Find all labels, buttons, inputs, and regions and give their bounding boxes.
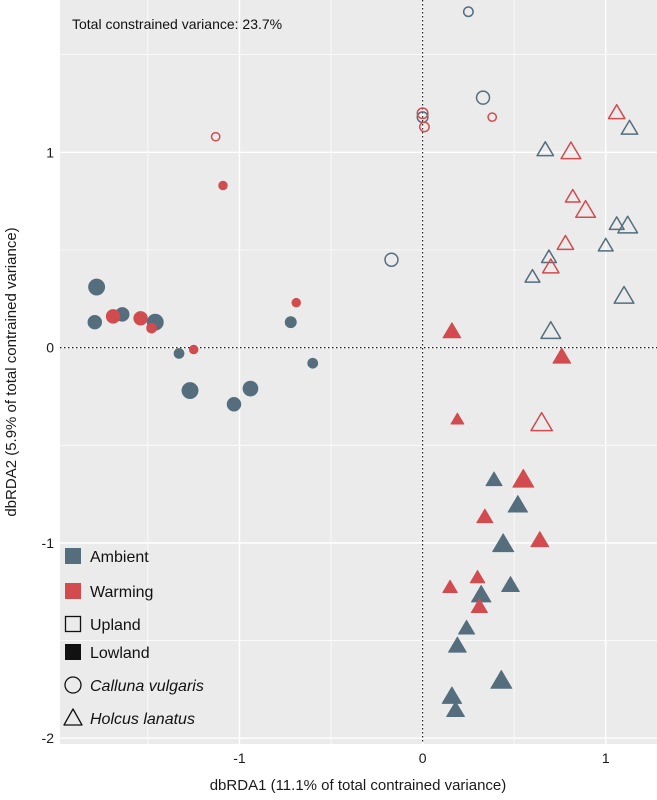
holcus-warming-lowland-point — [470, 598, 488, 614]
holcus-warming-lowland-point — [512, 468, 535, 488]
reference-lines — [60, 0, 657, 744]
calluna-warming-lowland-point — [188, 344, 199, 355]
legend-lowland-swatch — [65, 644, 81, 660]
calluna-ambient-upland-point — [384, 252, 399, 267]
calluna-warming-upland-point — [487, 112, 498, 123]
variance-annotation: Total constrained variance: 23.7% — [72, 16, 282, 32]
holcus-warming-upland-point — [530, 411, 554, 432]
calluna-ambient-lowland-point — [173, 348, 185, 359]
holcus-warming-lowland-point — [450, 412, 465, 425]
y-tick-label: 1 — [46, 144, 54, 160]
holcus-ambient-lowland-point — [492, 533, 515, 553]
plot-panel — [60, 0, 657, 744]
holcus-ambient-upland-point — [540, 320, 562, 340]
y-tick-label: -1 — [42, 535, 55, 551]
legend-warming-swatch — [65, 583, 81, 599]
holcus-warming-lowland-point — [469, 569, 486, 584]
calluna-ambient-lowland-point — [307, 357, 319, 369]
calluna-warming-lowland-point — [105, 309, 121, 324]
holcus-ambient-lowland-point — [485, 471, 503, 487]
legend-ambient-swatch — [65, 548, 81, 564]
x-tick-label: 0 — [419, 750, 427, 766]
y-axis-label: dbRDA2 (5.9% of total contrained varianc… — [3, 227, 20, 516]
holcus-ambient-lowland-point — [446, 700, 465, 718]
holcus-ambient-upland-point — [613, 285, 635, 304]
x-tick-label: 1 — [602, 750, 610, 766]
holcus-ambient-upland-point — [536, 141, 555, 157]
holcus-ambient-upland-point — [597, 237, 614, 252]
holcus-ambient-lowland-point — [507, 495, 529, 513]
legend-holcus-lanatus-swatch — [63, 708, 83, 726]
holcus-warming-lowland-point — [530, 531, 550, 548]
data-points — [87, 6, 639, 718]
holcus-warming-upland-point — [541, 258, 560, 274]
holcus-ambient-lowland-point — [501, 576, 520, 593]
holcus-ambient-upland-point — [524, 268, 541, 283]
y-tick-label: 0 — [46, 340, 54, 356]
legend-lowland-label: Lowland — [90, 645, 150, 662]
x-tick-labels: -1 0 1 — [233, 750, 610, 766]
legend-ambient-label: Ambient — [90, 549, 149, 566]
calluna-ambient-upland-point — [462, 6, 474, 18]
calluna-ambient-lowland-point — [88, 278, 106, 296]
x-tick-label: -1 — [233, 750, 246, 766]
calluna-ambient-lowland-point — [226, 397, 242, 412]
holcus-warming-upland-point — [556, 234, 575, 251]
holcus-warming-lowland-point — [476, 508, 494, 524]
calluna-ambient-lowland-point — [87, 314, 103, 330]
calluna-ambient-lowland-point — [242, 380, 259, 397]
holcus-warming-upland-point — [575, 199, 597, 219]
holcus-warming-lowland-point — [442, 579, 458, 593]
calluna-warming-upland-point — [418, 121, 430, 133]
holcus-ambient-upland-point — [620, 119, 639, 135]
legend-upland-label: Upland — [90, 617, 141, 634]
legend: Ambient Warming Upland Lowland Calluna vulga… — [63, 548, 204, 728]
calluna-ambient-lowland-point — [181, 382, 199, 400]
y-tick-labels: -2 -1 0 1 — [42, 144, 55, 746]
calluna-warming-lowland-point — [291, 297, 301, 308]
legend-calluna-vulgaris-swatch — [64, 676, 82, 694]
calluna-ambient-lowland-point — [284, 316, 297, 329]
holcus-ambient-lowland-point — [490, 669, 513, 689]
holcus-warming-upland-point — [564, 188, 581, 203]
holcus-warming-lowland-point — [442, 322, 462, 339]
holcus-ambient-lowland-point — [457, 619, 476, 635]
holcus-ambient-lowland-point — [441, 686, 463, 704]
holcus-warming-upland-point — [607, 103, 626, 120]
holcus-ambient-lowland-point — [447, 636, 467, 653]
calluna-warming-lowland-point — [133, 311, 148, 326]
holcus-ambient-upland-point — [617, 215, 639, 234]
x-axis-label: dbRDA1 (11.1% of total contrained varian… — [210, 777, 507, 794]
holcus-warming-upland-point — [560, 141, 582, 160]
calluna-warming-upland-point — [416, 107, 429, 120]
calluna-ambient-upland-point — [475, 90, 491, 105]
calluna-warming-lowland-point — [146, 322, 157, 334]
legend-calluna-vulgaris-label: Calluna vulgaris — [90, 678, 204, 695]
calluna-warming-lowland-point — [218, 180, 228, 191]
legend-warming-label: Warming — [90, 584, 153, 601]
legend-upland-swatch — [64, 615, 82, 633]
holcus-warming-lowland-point — [552, 347, 572, 364]
y-tick-label: -2 — [42, 730, 55, 746]
holcus-ambient-upland-point — [608, 216, 625, 231]
legend-holcus-lanatus-label: Holcus lanatus — [90, 711, 195, 728]
calluna-warming-upland-point — [210, 131, 221, 142]
